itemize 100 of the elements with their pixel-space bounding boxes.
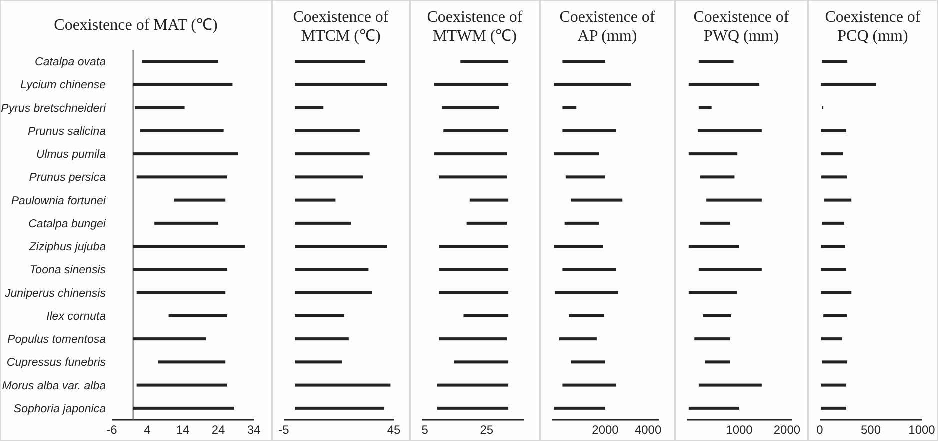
bar <box>821 291 852 294</box>
bar <box>821 129 847 132</box>
bar <box>705 360 730 364</box>
bar <box>562 384 616 387</box>
bar <box>554 406 606 410</box>
bar <box>700 222 730 225</box>
bar <box>821 268 847 272</box>
bar <box>822 176 848 179</box>
y-tick-label: Toona sinensis <box>30 264 106 277</box>
bar <box>295 291 372 294</box>
y-tick-label: Morus alba var. alba <box>2 380 106 392</box>
y-tick-label: Paulownia fortunei <box>11 195 106 208</box>
bar <box>554 152 600 156</box>
bar <box>564 222 600 225</box>
y-tick-label: Populus tomentosa <box>8 334 106 346</box>
bar <box>821 83 876 86</box>
x-tick-label: -6 <box>106 423 118 437</box>
bar <box>821 152 844 156</box>
bar <box>554 83 632 86</box>
bar <box>295 314 344 318</box>
bar <box>295 60 366 64</box>
bar <box>706 198 762 202</box>
bar <box>295 176 364 179</box>
x-tick-label: 4000 <box>634 423 662 437</box>
bar <box>135 106 185 110</box>
bar <box>158 360 226 364</box>
y-tick-label: Catalpa ovata <box>35 56 106 69</box>
bar <box>295 222 352 225</box>
bar <box>821 338 842 341</box>
bar <box>554 245 604 248</box>
bar <box>824 198 852 202</box>
bar <box>439 245 509 248</box>
bar <box>295 245 388 248</box>
bar <box>822 360 848 364</box>
y-tick-label: Lycium chinense <box>20 80 106 92</box>
chart-title: Coexistence of MAT (℃) <box>54 17 218 34</box>
bar <box>168 314 228 318</box>
bar <box>688 152 738 156</box>
y-tick-label: Ziziphus jujuba <box>28 242 106 254</box>
bar <box>688 406 740 410</box>
bar <box>439 291 509 294</box>
bar <box>295 129 360 132</box>
x-tick-label: 14 <box>176 423 190 437</box>
bar <box>295 83 388 86</box>
bar <box>133 338 206 341</box>
bar <box>439 176 507 179</box>
bar <box>454 360 509 364</box>
bar <box>154 222 218 225</box>
x-tick-label: 1000 <box>726 423 754 437</box>
bar <box>698 268 762 272</box>
chart-title: Coexistence of MTCM (℃) <box>293 9 390 45</box>
bar <box>442 106 500 110</box>
bar <box>133 83 233 86</box>
bar <box>434 83 509 86</box>
y-tick-label: Ulmus pumila <box>36 149 106 162</box>
bar <box>822 60 848 64</box>
bar <box>562 129 616 132</box>
bar <box>569 314 604 318</box>
chart-title: Coexistence of MTWM (℃) <box>427 9 524 45</box>
bar <box>698 60 734 64</box>
bar <box>562 106 577 110</box>
bar <box>439 338 507 341</box>
bar <box>688 245 740 248</box>
bar <box>439 268 509 272</box>
bar <box>460 60 509 64</box>
x-tick-label: 24 <box>212 423 226 437</box>
bar <box>295 360 342 364</box>
bar <box>437 384 509 387</box>
x-tick-label: 4 <box>144 423 152 437</box>
bar <box>295 384 391 387</box>
bar <box>698 129 762 132</box>
bar <box>174 198 226 202</box>
y-tick-label: Sophoria japonica <box>14 403 106 416</box>
y-tick-label: Ilex cornuta <box>46 310 106 323</box>
x-tick-label: -5 <box>278 423 290 437</box>
bar <box>295 152 370 156</box>
bar <box>434 152 507 156</box>
y-tick-label: Prunus salicina <box>28 126 106 138</box>
x-tick-label: 2000 <box>774 423 801 437</box>
x-tick-label: 5 <box>422 423 429 437</box>
x-tick-label: 34 <box>247 423 261 437</box>
y-tick-label: Prunus persica <box>29 172 106 184</box>
x-tick-label: 2000 <box>592 423 620 437</box>
bar <box>698 106 712 110</box>
bar <box>133 268 228 272</box>
bar <box>698 384 762 387</box>
bar <box>444 129 509 132</box>
bar <box>142 60 218 64</box>
y-tick-label: Catalpa bungei <box>28 218 106 230</box>
bar <box>694 338 730 341</box>
chart-title: Coexistence of PCQ (mm) <box>825 9 922 45</box>
bar <box>700 176 735 179</box>
bar <box>295 106 324 110</box>
x-tick-label: 1000 <box>908 423 936 437</box>
bar <box>464 314 509 318</box>
bar <box>821 406 847 410</box>
bar <box>470 198 509 202</box>
y-tick-label: Pyrus bretschneideri <box>1 102 106 115</box>
x-tick-label: 500 <box>860 423 882 437</box>
y-tick-label: Cupressus funebris <box>6 357 106 370</box>
